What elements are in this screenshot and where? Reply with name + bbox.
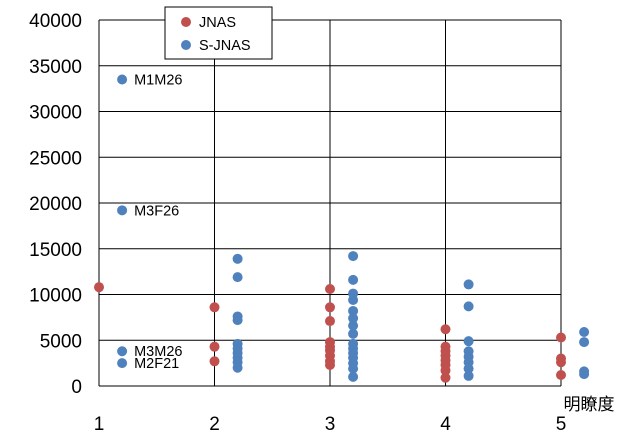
y-tick-label: 25000 xyxy=(29,148,82,169)
x-tick-label: 3 xyxy=(325,414,336,435)
x-tick-label: 2 xyxy=(209,414,220,435)
data-point-s-jnas xyxy=(117,74,128,85)
point-annotation: M3F26 xyxy=(134,203,179,219)
data-point-jnas xyxy=(440,372,451,383)
data-point-jnas xyxy=(440,365,451,376)
data-point-s-jnas xyxy=(463,370,474,381)
data-point-s-jnas xyxy=(463,336,474,347)
x-axis-ticks: 1 2 3 4 5 xyxy=(94,414,567,435)
y-tick-label: 5000 xyxy=(40,331,82,352)
y-tick-label: 0 xyxy=(71,377,82,398)
data-point-s-jnas xyxy=(117,358,128,369)
data-point-jnas xyxy=(556,370,566,381)
legend-marker xyxy=(181,17,191,27)
data-point-s-jnas xyxy=(579,337,590,348)
data-point-s-jnas xyxy=(348,251,359,262)
data-point-s-jnas xyxy=(348,363,359,374)
data-point-jnas xyxy=(325,302,335,313)
data-point-jnas xyxy=(556,357,566,368)
data-point-s-jnas xyxy=(348,371,359,382)
legend-box xyxy=(164,6,273,60)
y-tick-label: 40000 xyxy=(29,11,82,32)
legend-label: JNAS xyxy=(199,15,236,31)
data-point-s-jnas xyxy=(348,294,359,305)
x-tick-label: 1 xyxy=(94,414,105,435)
x-tick-label: 5 xyxy=(556,414,567,435)
data-point-s-jnas xyxy=(348,328,359,339)
y-tick-label: 15000 xyxy=(29,240,82,261)
data-point-s-jnas xyxy=(579,369,590,380)
data-point-jnas xyxy=(325,284,335,295)
point-annotation: M2F21 xyxy=(134,356,179,372)
legend-label: S-JNAS xyxy=(199,38,251,54)
y-tick-label: 20000 xyxy=(29,194,82,215)
data-point-s-jnas xyxy=(348,274,359,285)
data-point-s-jnas xyxy=(117,346,128,357)
data-point-s-jnas xyxy=(579,327,590,338)
legend-marker xyxy=(181,40,191,50)
point-annotation: M1M26 xyxy=(134,72,182,88)
data-point-s-jnas xyxy=(348,305,359,316)
data-point-s-jnas xyxy=(232,362,243,373)
data-point-s-jnas xyxy=(232,315,243,326)
point-annotation: M3M26 xyxy=(134,344,182,360)
data-point-jnas xyxy=(325,316,335,327)
data-point-jnas xyxy=(325,359,335,370)
data-point-jnas xyxy=(440,324,451,335)
data-point-jnas xyxy=(556,332,566,343)
data-points xyxy=(94,74,590,383)
data-point-s-jnas xyxy=(348,320,359,331)
data-point-s-jnas xyxy=(348,313,359,324)
data-point-s-jnas xyxy=(232,253,243,264)
y-tick-label: 30000 xyxy=(29,103,82,124)
data-point-s-jnas xyxy=(463,279,474,290)
y-tick-label: 10000 xyxy=(29,286,82,307)
data-point-s-jnas xyxy=(463,301,474,312)
data-point-jnas xyxy=(209,341,220,352)
data-point-jnas xyxy=(94,282,104,293)
x-axis-label: 明瞭度 xyxy=(564,395,615,415)
data-point-jnas xyxy=(209,356,220,367)
x-tick-label: 4 xyxy=(440,414,451,435)
data-point-s-jnas xyxy=(117,205,128,216)
y-tick-label: 35000 xyxy=(29,57,82,78)
data-point-s-jnas xyxy=(232,272,243,283)
data-point-s-jnas xyxy=(463,363,474,374)
legend: JNAS S-JNAS xyxy=(164,6,273,60)
y-axis-ticks: 0 5000 10000 15000 20000 25000 30000 35000 40000 xyxy=(29,11,82,398)
data-point-jnas xyxy=(209,302,220,313)
